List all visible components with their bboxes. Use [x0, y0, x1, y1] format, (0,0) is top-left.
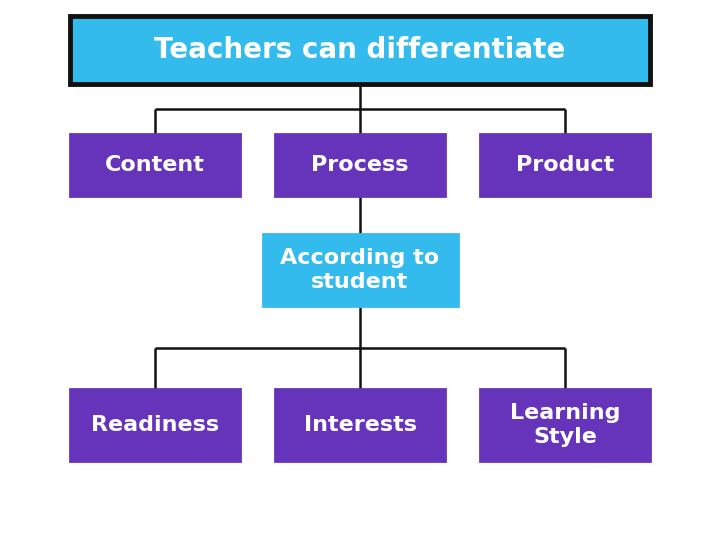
- FancyBboxPatch shape: [480, 134, 650, 196]
- FancyBboxPatch shape: [263, 234, 457, 306]
- Text: Readiness: Readiness: [91, 415, 219, 435]
- Text: Process: Process: [311, 155, 409, 175]
- Text: Interests: Interests: [304, 415, 416, 435]
- FancyBboxPatch shape: [70, 134, 240, 196]
- Text: Content: Content: [105, 155, 205, 175]
- FancyBboxPatch shape: [70, 16, 650, 84]
- Text: According to
student: According to student: [280, 248, 440, 292]
- Text: Teachers can differentiate: Teachers can differentiate: [154, 36, 566, 64]
- FancyBboxPatch shape: [275, 134, 445, 196]
- FancyBboxPatch shape: [275, 389, 445, 461]
- Text: Product: Product: [516, 155, 614, 175]
- FancyBboxPatch shape: [70, 389, 240, 461]
- FancyBboxPatch shape: [480, 389, 650, 461]
- Text: Learning
Style: Learning Style: [510, 403, 620, 447]
